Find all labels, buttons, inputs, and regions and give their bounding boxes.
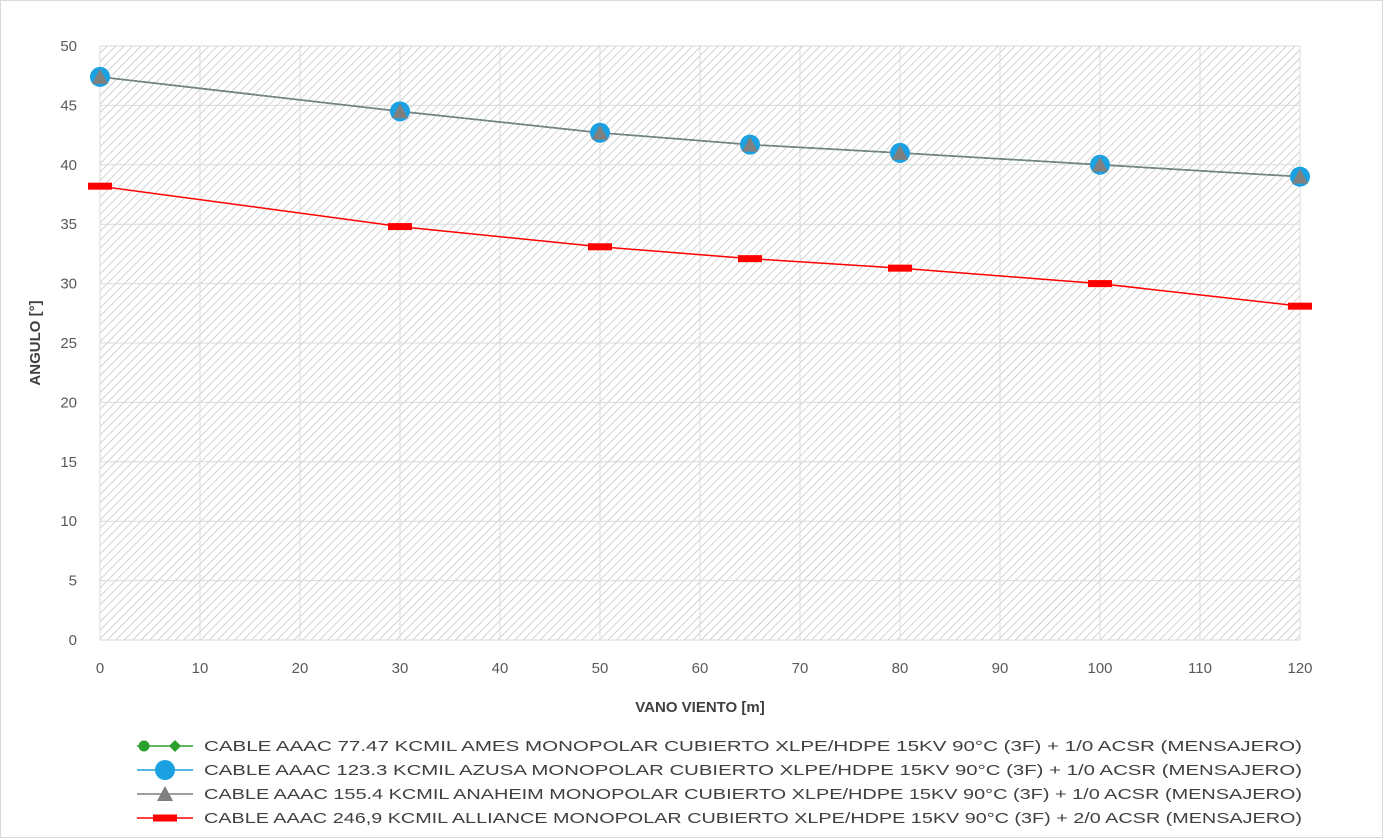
data-point-s3-1 bbox=[388, 223, 412, 231]
data-point-s3-0 bbox=[88, 182, 112, 190]
x-tick-label: 90 bbox=[992, 660, 1009, 677]
x-tick-label: 110 bbox=[1188, 660, 1212, 677]
x-tick-label: 70 bbox=[792, 660, 809, 677]
x-axis-title: VANO VIENTO [m] bbox=[635, 699, 764, 716]
x-tick-label: 100 bbox=[1087, 660, 1112, 677]
legend-label-0: CABLE AAAC 77.47 KCMIL AMES MONOPOLAR CU… bbox=[204, 738, 1302, 755]
x-tick-label: 50 bbox=[592, 660, 609, 677]
legend-marker-3 bbox=[153, 814, 177, 822]
y-tick-label: 30 bbox=[60, 276, 77, 293]
legend-marker-0-b bbox=[169, 740, 181, 752]
y-tick-label: 5 bbox=[69, 573, 77, 590]
data-point-s2-3 bbox=[742, 136, 758, 152]
data-point-s3-3 bbox=[738, 255, 762, 263]
y-tick-label: 45 bbox=[60, 97, 77, 114]
data-point-s2-5 bbox=[1092, 156, 1108, 172]
x-tick-label: 80 bbox=[892, 660, 909, 677]
legend-label-2: CABLE AAAC 155.4 KCMIL ANAHEIM MONOPOLAR… bbox=[204, 786, 1302, 803]
x-tick-label: 40 bbox=[492, 660, 509, 677]
x-tick-label: 20 bbox=[292, 660, 309, 677]
data-point-s3-5 bbox=[1088, 280, 1112, 288]
legend-marker-2 bbox=[157, 786, 173, 801]
data-point-s2-1 bbox=[392, 103, 408, 119]
x-tick-label: 120 bbox=[1287, 660, 1312, 677]
y-tick-label: 15 bbox=[60, 454, 77, 471]
data-point-s3-2 bbox=[588, 243, 612, 251]
y-tick-label: 40 bbox=[60, 157, 77, 174]
legend-label-3: CABLE AAAC 246,9 KCMIL ALLIANCE MONOPOLA… bbox=[204, 810, 1302, 827]
y-tick-label: 25 bbox=[60, 335, 77, 352]
x-tick-label: 30 bbox=[392, 660, 409, 677]
y-axis-title: ANGULO [°] bbox=[27, 300, 44, 385]
data-point-s2-2 bbox=[592, 124, 608, 140]
x-tick-label: 60 bbox=[692, 660, 709, 677]
y-tick-label: 35 bbox=[60, 216, 77, 233]
y-tick-label: 10 bbox=[60, 513, 77, 530]
y-tick-label: 20 bbox=[60, 394, 77, 411]
legend-marker-0 bbox=[138, 740, 150, 752]
y-tick-label: 50 bbox=[60, 38, 77, 55]
data-point-s3-4 bbox=[888, 264, 912, 272]
data-point-s2-0 bbox=[92, 68, 108, 84]
x-tick-label: 10 bbox=[192, 660, 209, 677]
data-point-s2-6 bbox=[1292, 168, 1308, 184]
legend-label-1: CABLE AAAC 123.3 KCMIL AZUSA MONOPOLAR C… bbox=[204, 762, 1302, 779]
legend-marker-1 bbox=[155, 760, 175, 780]
y-tick-label: 0 bbox=[69, 632, 77, 649]
data-point-s2-4 bbox=[892, 144, 908, 160]
x-tick-label: 0 bbox=[96, 660, 104, 677]
data-point-s3-6 bbox=[1288, 302, 1312, 310]
